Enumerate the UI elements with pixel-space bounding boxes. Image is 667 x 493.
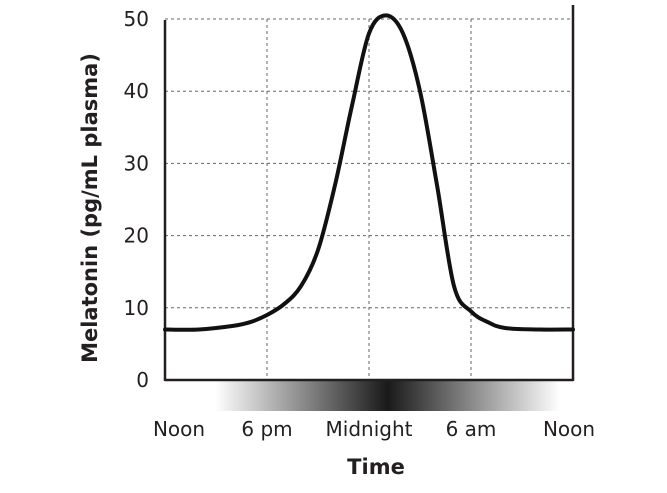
x-tick-labels: Noon 6 pm Midnight 6 am Noon bbox=[153, 417, 595, 441]
y-tick-label-5: 50 bbox=[124, 7, 149, 31]
x-tick-label-1: 6 pm bbox=[241, 417, 292, 441]
grid-lines bbox=[165, 18, 573, 380]
night-gradient-bar bbox=[215, 381, 560, 411]
x-tick-label-2: Midnight bbox=[326, 417, 413, 441]
x-axis-title: Time bbox=[347, 455, 405, 479]
melatonin-curve bbox=[163, 13, 575, 332]
y-tick-label-0: 0 bbox=[136, 368, 149, 392]
y-tick-labels: 0 10 20 30 40 50 bbox=[124, 7, 149, 392]
y-tick-label-3: 30 bbox=[124, 151, 149, 175]
y-tick-label-4: 40 bbox=[124, 79, 149, 103]
y-axis-title: Melatonin (pg/mL plasma) bbox=[78, 53, 102, 363]
y-tick-label-1: 10 bbox=[124, 296, 149, 320]
x-tick-label-0: Noon bbox=[153, 417, 205, 441]
x-tick-label-4: Noon bbox=[543, 417, 595, 441]
x-tick-label-3: 6 am bbox=[446, 417, 497, 441]
y-tick-label-2: 20 bbox=[124, 224, 149, 248]
